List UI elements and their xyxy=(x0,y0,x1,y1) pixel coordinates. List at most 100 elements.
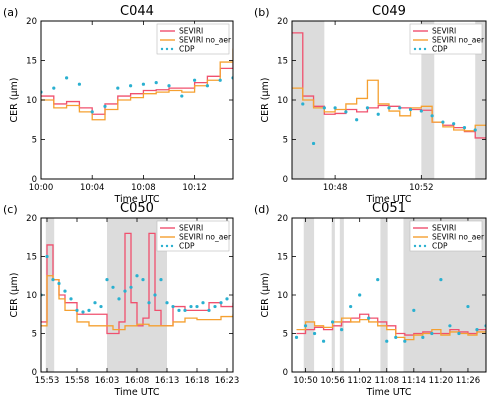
cdp-point xyxy=(147,301,151,305)
shaded-interval xyxy=(339,218,344,372)
cdp-point xyxy=(117,297,121,301)
cdp-point xyxy=(376,278,380,282)
cdp-point xyxy=(205,84,209,88)
cdp-point xyxy=(452,122,456,126)
series-group xyxy=(294,278,486,343)
y-axis-label: CER (μm) xyxy=(260,78,271,123)
x-tick-label: 10:56 xyxy=(320,376,345,386)
cdp-point xyxy=(135,274,139,278)
cdp-point xyxy=(93,301,97,305)
y-tick-label: 15 xyxy=(277,57,288,67)
cdp-point xyxy=(225,297,229,301)
cdp-point xyxy=(218,78,222,82)
cdp-point xyxy=(90,110,94,114)
cdp-point xyxy=(123,289,127,293)
legend-entry: SEVIRI xyxy=(432,27,456,36)
x-tick-label: 10:00 xyxy=(29,183,54,193)
panel-title: C049 xyxy=(372,4,406,19)
cdp-point xyxy=(322,106,326,110)
x-tick-label: 16:18 xyxy=(185,376,210,386)
cdp-point xyxy=(129,285,133,289)
y-tick-label: 0 xyxy=(283,175,288,185)
cdp-point xyxy=(51,278,55,282)
cdp-point xyxy=(367,316,371,320)
y-tick-label: 5 xyxy=(32,136,37,146)
x-tick-label: 11:26 xyxy=(456,376,481,386)
y-tick-label: 5 xyxy=(283,330,288,340)
x-tick-label: 10:50 xyxy=(293,376,318,386)
cdp-point xyxy=(103,104,107,108)
cdp-point xyxy=(213,304,217,309)
panel-c049: 0 5 10 15 20 10:48 10:52 C049 (b) Time UTC CER (μm… xyxy=(254,4,487,205)
legend-cdp-marker xyxy=(423,47,427,51)
panel-label: (c) xyxy=(3,203,18,216)
cdp-point xyxy=(153,293,157,297)
cdp-point xyxy=(189,304,193,309)
cdp-point xyxy=(358,293,362,297)
x-tick-label: 16:13 xyxy=(155,376,180,386)
cdp-point xyxy=(219,301,223,305)
cdp-point xyxy=(430,114,434,118)
y-tick-label: 0 xyxy=(32,175,37,185)
cdp-point xyxy=(207,308,211,312)
legend-entry: SEVIRI no_aer xyxy=(432,233,485,242)
y-tick-label: 20 xyxy=(26,17,37,27)
series-group xyxy=(41,232,233,335)
series-seviri-no_aer xyxy=(296,317,486,341)
cdp-point xyxy=(419,109,423,113)
cdp-point xyxy=(376,112,380,116)
y-tick-label: 20 xyxy=(26,214,37,224)
panel-title: C050 xyxy=(120,201,154,216)
cdp-point xyxy=(63,289,67,293)
panel-label: (a) xyxy=(3,6,18,19)
cdp-point xyxy=(99,304,103,309)
cdp-point xyxy=(321,339,326,343)
cdp-point xyxy=(398,106,402,110)
cdp-point xyxy=(344,110,348,114)
cdp-point xyxy=(141,82,145,86)
shaded-interval xyxy=(380,218,388,372)
cdp-point xyxy=(69,297,73,301)
legend-box xyxy=(409,23,483,55)
cdp-point xyxy=(430,331,434,336)
cdp-point xyxy=(111,285,115,289)
legend-cdp-marker xyxy=(418,47,422,51)
x-tick-label: 16:08 xyxy=(125,376,150,386)
cdp-point xyxy=(394,335,398,339)
cdp-point xyxy=(441,120,445,124)
x-tick-label: 11:14 xyxy=(402,376,427,386)
y-tick-label: 5 xyxy=(283,136,288,146)
x-tick-label: 11:08 xyxy=(374,376,399,386)
y-axis-label: CER (μm) xyxy=(260,273,271,318)
cdp-point xyxy=(408,107,413,112)
cdp-point xyxy=(77,82,81,86)
cdp-point xyxy=(312,331,317,336)
series-group xyxy=(41,48,233,121)
y-tick-label: 0 xyxy=(32,368,37,378)
y-tick-label: 20 xyxy=(277,214,288,224)
shaded-interval xyxy=(331,218,335,372)
cdp-point xyxy=(294,335,299,339)
shaded-interval xyxy=(421,21,435,179)
cdp-point xyxy=(195,304,199,309)
cdp-point xyxy=(355,118,359,122)
cdp-point xyxy=(45,254,49,259)
cdp-point xyxy=(385,339,389,343)
cdp-point xyxy=(177,308,181,312)
x-tick-label: 15:53 xyxy=(35,376,60,386)
y-tick-label: 15 xyxy=(26,253,37,263)
cdp-point xyxy=(333,106,337,110)
legend-cdp-marker xyxy=(413,244,417,248)
cdp-point xyxy=(167,84,171,88)
cdp-point xyxy=(65,76,69,80)
x-axis-label: Time UTC xyxy=(113,387,159,398)
cdp-point xyxy=(403,339,407,343)
x-axis-label: Time UTC xyxy=(113,194,159,205)
shaded-interval xyxy=(303,218,315,372)
cdp-point xyxy=(75,308,79,312)
cdp-point xyxy=(448,324,452,328)
x-tick-label: 10:48 xyxy=(323,183,348,193)
